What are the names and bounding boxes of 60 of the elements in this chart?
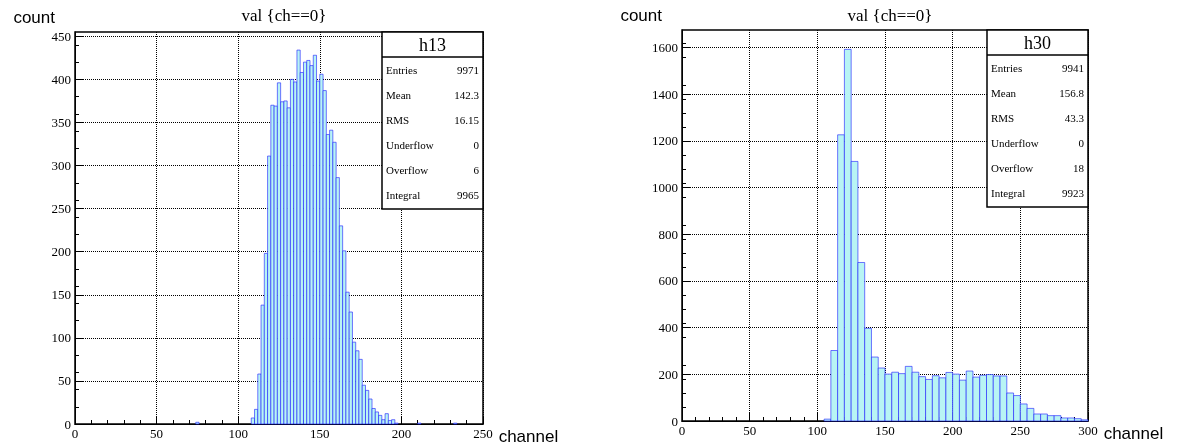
y-tick-label: 1200 — [652, 133, 678, 149]
annotation: 9971 — [457, 63, 479, 76]
y-tick-label: 350 — [51, 114, 71, 130]
y-tick-label: 400 — [658, 320, 678, 336]
x-tick-label: 100 — [228, 426, 248, 441]
y-tick-label: 600 — [658, 273, 678, 289]
y-tick-label: 800 — [658, 226, 678, 242]
x-tick-label: 50 — [150, 426, 164, 441]
y-tick-label: 300 — [51, 158, 71, 174]
annotation: 6 — [473, 163, 480, 176]
y-tick-label: 150 — [51, 287, 71, 303]
x-tick-label: 200 — [391, 426, 412, 441]
x-tick-label: 50 — [743, 423, 757, 438]
annotation: 142.3 — [454, 88, 480, 101]
y-tick-label: 1400 — [652, 86, 678, 102]
annotation: Integral — [991, 186, 1026, 199]
chart-title: val {ch==0} — [847, 6, 933, 25]
y-axis-title: count — [620, 6, 663, 25]
annotation: 0 — [473, 138, 480, 151]
y-tick-label: 1600 — [652, 40, 678, 56]
annotation: h30 — [1024, 32, 1051, 53]
x-tick-label: 150 — [875, 423, 895, 438]
annotation: Overflow — [386, 163, 429, 176]
y-tick-label: 450 — [51, 28, 71, 44]
annotation: 16.15 — [454, 113, 480, 126]
annotation: Underflow — [386, 138, 434, 151]
annotation: Integral — [386, 188, 421, 201]
annotation: Underflow — [991, 136, 1039, 149]
annotation: 43.3 — [1064, 111, 1085, 124]
annotation: 0 — [1078, 136, 1085, 149]
annotation: 156.8 — [1059, 86, 1085, 99]
annotation: 9923 — [1062, 186, 1085, 199]
annotation: RMS — [386, 113, 410, 126]
annotation: Mean — [991, 86, 1017, 99]
annotation: 18 — [1073, 161, 1085, 174]
y-tick-label: 1000 — [652, 180, 678, 196]
annotation: 9941 — [1062, 61, 1084, 74]
x-tick-label: 150 — [310, 426, 330, 441]
annotation: h13 — [419, 34, 446, 55]
x-axis-title: channel — [498, 427, 559, 446]
x-tick-label: 250 — [1010, 423, 1031, 438]
annotation: Overflow — [991, 161, 1034, 174]
y-axis-title: count — [13, 8, 56, 27]
annotation: Entries — [386, 63, 418, 76]
x-tick-label: 300 — [1078, 423, 1098, 438]
annotation: Entries — [991, 61, 1023, 74]
annotation: 9965 — [457, 188, 480, 201]
y-tick-label: 50 — [58, 373, 71, 389]
x-tick-label: 100 — [807, 423, 828, 438]
y-tick-label: 250 — [51, 201, 71, 217]
x-tick-label: 200 — [942, 423, 963, 438]
y-tick-label: 200 — [51, 244, 71, 260]
x-tick-label: 250 — [473, 426, 493, 441]
y-tick-label: 100 — [51, 330, 71, 346]
y-tick-label: 200 — [658, 366, 678, 382]
annotation: RMS — [991, 111, 1015, 124]
annotation: Mean — [386, 88, 412, 101]
chart-title: val {ch==0} — [241, 6, 327, 25]
x-axis-title: channel — [1103, 424, 1164, 443]
y-tick-label: 400 — [51, 71, 71, 87]
